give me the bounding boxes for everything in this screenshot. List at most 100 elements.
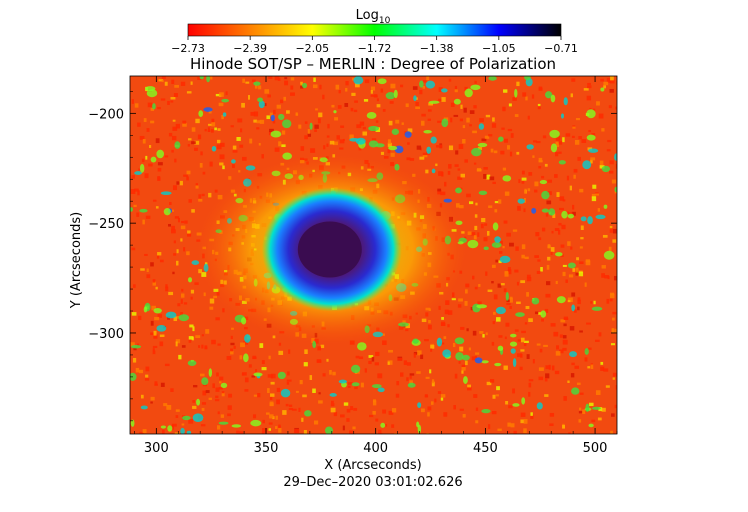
network-patch xyxy=(441,118,449,128)
texture-speck xyxy=(155,138,160,144)
texture-speck xyxy=(192,326,195,332)
texture-speck xyxy=(401,122,404,125)
texture-speck xyxy=(218,387,223,390)
texture-speck xyxy=(180,81,186,86)
texture-speck xyxy=(230,342,235,346)
texture-speck xyxy=(188,199,192,203)
texture-speck xyxy=(152,199,157,202)
network-patch xyxy=(477,142,488,148)
texture-speck xyxy=(145,366,150,372)
texture-speck xyxy=(230,125,234,128)
texture-speck xyxy=(221,115,224,120)
texture-speck xyxy=(586,95,592,101)
texture-speck xyxy=(609,298,613,302)
texture-speck xyxy=(256,127,260,130)
texture-speck xyxy=(317,346,322,351)
texture-speck xyxy=(485,332,488,336)
texture-speck xyxy=(523,343,527,347)
texture-speck xyxy=(281,144,286,148)
texture-speck xyxy=(314,124,319,129)
texture-speck xyxy=(506,302,511,306)
texture-speck xyxy=(509,297,513,303)
texture-speck xyxy=(474,286,478,290)
texture-speck xyxy=(195,183,199,186)
texture-speck xyxy=(164,155,169,158)
network-patch xyxy=(531,207,537,214)
texture-speck xyxy=(566,175,570,181)
texture-speck xyxy=(313,77,316,82)
texture-speck xyxy=(465,289,468,294)
texture-speck xyxy=(286,379,292,382)
texture-speck xyxy=(354,385,358,390)
texture-speck xyxy=(581,139,587,144)
network-patch xyxy=(309,122,313,130)
texture-speck xyxy=(592,108,596,112)
network-patch xyxy=(494,236,501,243)
y-tick-label: −200 xyxy=(88,107,124,122)
texture-speck xyxy=(614,404,617,409)
network-patch xyxy=(567,213,575,219)
network-patch xyxy=(280,388,291,398)
texture-speck xyxy=(556,345,560,350)
network-patch xyxy=(454,337,465,345)
texture-speck xyxy=(285,403,289,407)
texture-speck xyxy=(524,188,527,194)
texture-speck xyxy=(212,383,215,389)
texture-speck xyxy=(538,367,544,371)
network-patch xyxy=(481,408,491,414)
texture-speck xyxy=(502,167,507,171)
texture-speck xyxy=(474,355,478,358)
texture-speck xyxy=(313,420,319,425)
texture-speck xyxy=(421,120,425,126)
network-patch xyxy=(404,131,412,138)
texture-speck xyxy=(388,410,394,415)
texture-speck xyxy=(236,136,241,141)
texture-speck xyxy=(466,328,469,332)
texture-speck xyxy=(477,301,482,306)
texture-speck xyxy=(327,123,330,129)
texture-speck xyxy=(612,311,617,315)
texture-speck xyxy=(284,77,288,80)
texture-speck xyxy=(267,94,271,98)
texture-speck xyxy=(441,316,444,320)
texture-speck xyxy=(322,373,326,377)
texture-speck xyxy=(413,353,416,358)
texture-speck xyxy=(262,427,267,433)
texture-speck xyxy=(150,320,154,326)
texture-speck xyxy=(171,135,177,141)
texture-speck xyxy=(503,220,508,224)
texture-speck xyxy=(172,119,176,122)
texture-speck xyxy=(450,117,453,123)
network-patch xyxy=(377,387,385,393)
texture-speck xyxy=(551,365,555,371)
texture-speck xyxy=(599,165,605,169)
network-patch xyxy=(174,141,181,149)
texture-speck xyxy=(168,291,174,296)
texture-speck xyxy=(439,144,443,149)
texture-speck xyxy=(171,423,177,427)
texture-speck xyxy=(191,141,196,145)
texture-speck xyxy=(574,139,580,145)
texture-speck xyxy=(184,220,188,224)
y-axis: −200 −250 −300 xyxy=(88,91,617,422)
texture-speck xyxy=(498,199,502,204)
texture-speck xyxy=(145,374,149,378)
texture-speck xyxy=(483,166,488,170)
texture-speck xyxy=(421,113,426,117)
texture-speck xyxy=(437,391,442,394)
texture-speck xyxy=(441,97,446,102)
texture-speck xyxy=(601,265,606,269)
texture-speck xyxy=(458,298,463,302)
network-patch xyxy=(571,387,580,395)
texture-speck xyxy=(523,428,527,434)
texture-speck xyxy=(571,135,575,139)
texture-speck xyxy=(499,240,503,245)
texture-speck xyxy=(278,141,282,147)
texture-speck xyxy=(467,384,472,388)
texture-speck xyxy=(608,246,612,252)
texture-speck xyxy=(387,360,393,365)
texture-speck xyxy=(400,84,404,88)
texture-speck xyxy=(479,118,484,123)
texture-speck xyxy=(483,173,487,179)
texture-speck xyxy=(255,369,258,373)
